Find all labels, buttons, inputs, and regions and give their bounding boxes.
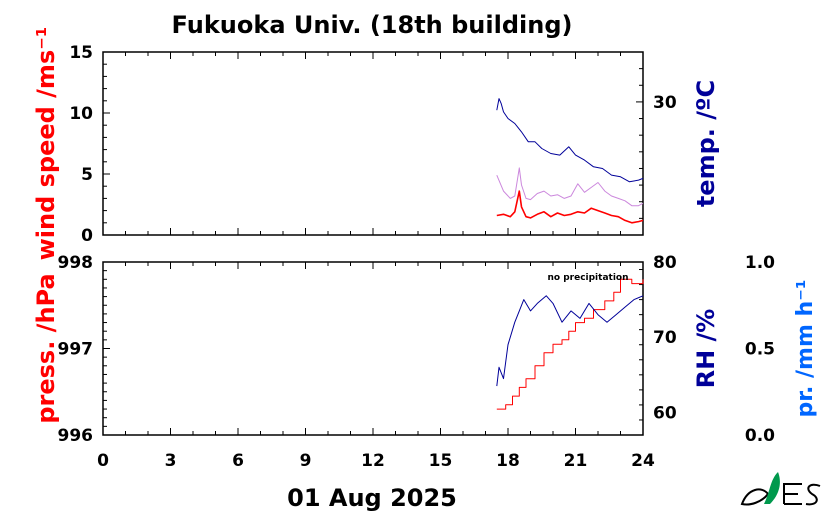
x-tick-label: 12: [361, 451, 385, 471]
y-tick-label-left: 10: [69, 104, 93, 124]
chart-title: Fukuoka Univ. (18th building): [172, 11, 573, 39]
leaf-logo: [740, 472, 821, 506]
far-right-axis-label: pr. /mm h⁻¹: [793, 280, 818, 418]
y-tick-label-left: 15: [69, 43, 93, 63]
x-tick-label: 0: [97, 451, 109, 471]
x-tick-label: 15: [429, 451, 453, 471]
y-tick-label-right: 80: [653, 253, 677, 273]
y-tick-label-left: 996: [58, 426, 94, 446]
y-tick-label-right: 60: [653, 403, 677, 423]
x-tick-label: 24: [631, 451, 655, 471]
no-precipitation-note: no precipitation: [547, 273, 628, 283]
top-panel: 0 5 10 15 wind speed /ms⁻¹ 30 temp. /ºC: [32, 27, 720, 261]
y-tick-label-left: 997: [58, 340, 94, 360]
y-tick-label-far-right: 0.5: [745, 340, 775, 360]
right-axis-label: temp. /ºC: [692, 80, 720, 207]
y-tick-label-far-right: 0.0: [745, 426, 775, 446]
y-tick-label-left: 998: [58, 253, 94, 273]
y-tick-label-left: 0: [81, 226, 93, 246]
x-tick-label: 21: [564, 451, 588, 471]
right-axis-label: RH /%: [692, 309, 720, 389]
x-tick-label: 18: [496, 451, 520, 471]
series-line-press: [496, 278, 644, 410]
y-tick-label-left: 5: [81, 165, 93, 185]
series-line-temp: [496, 98, 644, 183]
date-label: 01 Aug 2025: [287, 484, 457, 512]
left-axis-label: press. /hPa: [32, 273, 60, 423]
plot-frame: [102, 51, 644, 236]
y-tick-label-right: 30: [653, 93, 677, 113]
series-line-wind-gust: [496, 167, 644, 207]
series-line-RH: [496, 295, 644, 387]
y-tick-label-far-right: 1.0: [745, 253, 775, 273]
series-line-wind: [496, 190, 644, 224]
left-axis-label: wind speed /ms⁻¹: [32, 27, 60, 261]
y-tick-label-right: 70: [653, 328, 677, 348]
x-tick-label: 6: [232, 451, 244, 471]
x-tick-label: 3: [165, 451, 177, 471]
plot-frame: [102, 261, 644, 436]
x-tick-label: 9: [300, 451, 312, 471]
